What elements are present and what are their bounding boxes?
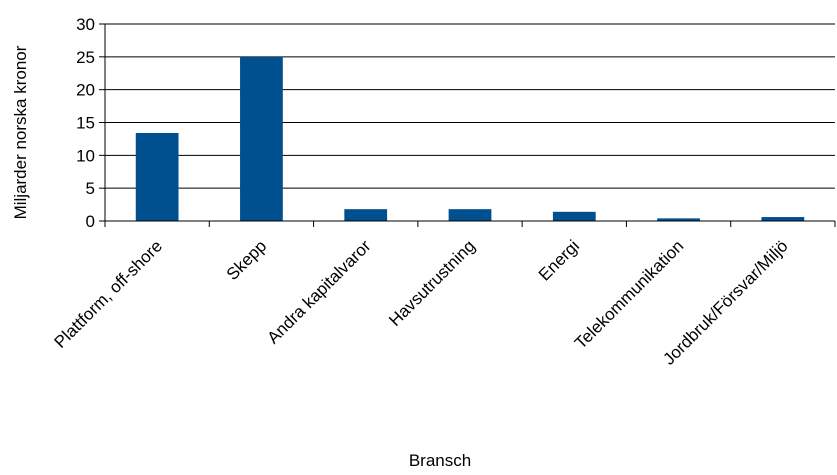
- y-tick-label: 20: [76, 81, 95, 100]
- y-tick-label: 0: [86, 212, 95, 231]
- x-tick-label: Skepp: [223, 236, 271, 284]
- y-tick-label: 5: [86, 179, 95, 198]
- y-tick-label: 30: [76, 15, 95, 34]
- y-tick-labels: 0 5 10 15 20 25 30: [76, 15, 95, 231]
- axes: [99, 23, 836, 227]
- bar: [448, 209, 492, 221]
- x-tick-label: Havsutrustning: [385, 236, 479, 330]
- bar: [135, 133, 179, 221]
- x-tick-label: Andra kapitalvaror: [264, 236, 375, 347]
- bar: [344, 209, 388, 221]
- bar: [552, 211, 596, 221]
- bar: [657, 218, 700, 221]
- x-tick-label: Energi: [535, 236, 583, 284]
- x-axis-title: Bransch: [409, 451, 471, 470]
- x-tick-label: Plattform, off-shore: [51, 236, 166, 351]
- bar: [761, 217, 805, 221]
- y-tick-label: 25: [76, 48, 95, 67]
- bars: [135, 56, 805, 222]
- y-axis-title: Miljarder norska kronor: [11, 45, 30, 219]
- y-tick-label: 10: [76, 146, 95, 165]
- x-tick-label: Telekommunikation: [571, 236, 687, 352]
- y-tick-label: 15: [76, 114, 95, 133]
- gridlines: [105, 23, 835, 189]
- bar: [240, 56, 283, 222]
